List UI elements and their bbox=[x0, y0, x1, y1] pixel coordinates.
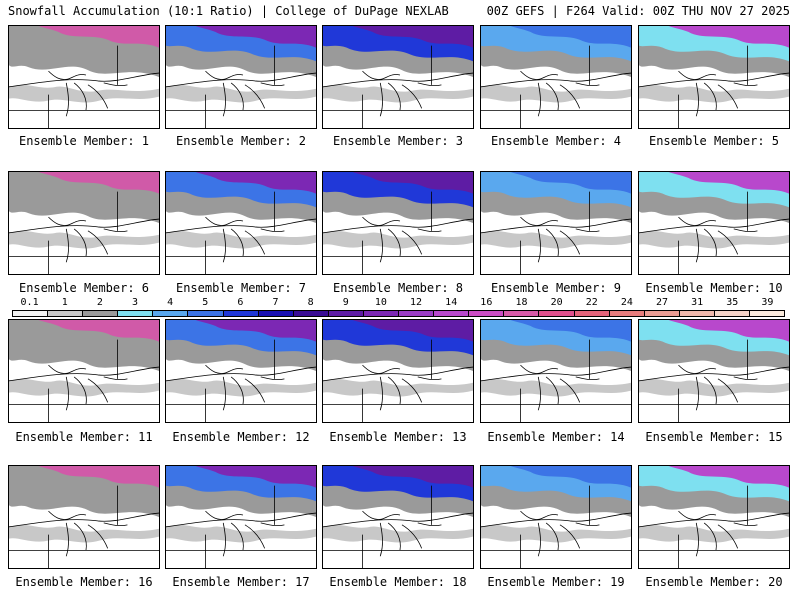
member-map-13 bbox=[322, 319, 474, 423]
colorbar-label: 9 bbox=[342, 297, 349, 308]
colorbar-swatch bbox=[504, 311, 540, 316]
member-caption-5: Ensemble Member: 5 bbox=[648, 134, 780, 148]
member-map-7 bbox=[165, 171, 317, 275]
member-caption-4: Ensemble Member: 4 bbox=[490, 134, 622, 148]
member-caption-7: Ensemble Member: 7 bbox=[175, 281, 307, 295]
colorbar-swatch bbox=[223, 311, 259, 316]
member-caption-1: Ensemble Member: 1 bbox=[18, 134, 150, 148]
colorbar-label: 1 bbox=[61, 297, 68, 308]
colorbar-label: 12 bbox=[410, 297, 423, 308]
member-caption-13: Ensemble Member: 13 bbox=[329, 430, 467, 444]
colorbar-swatch bbox=[258, 311, 294, 316]
member-caption-17: Ensemble Member: 17 bbox=[172, 575, 310, 589]
colorbar-swatch bbox=[644, 311, 680, 316]
member-map-20 bbox=[638, 465, 790, 569]
member-map-14 bbox=[480, 319, 632, 423]
member-map-18 bbox=[322, 465, 474, 569]
colorbar-labels: 0.1 1 2 3 4 5 6 7 8 9 10 12 14 16 18 20 22 24 27 31 35 39 bbox=[8, 297, 792, 309]
colorbar-swatch bbox=[574, 311, 610, 316]
colorbar-label: 0.1 bbox=[20, 297, 39, 308]
member-map-4 bbox=[480, 25, 632, 129]
member-map-1 bbox=[8, 25, 160, 129]
colorbar-swatch bbox=[118, 311, 154, 316]
member-caption-15: Ensemble Member: 15 bbox=[645, 430, 783, 444]
colorbar-swatch bbox=[363, 311, 400, 316]
member-map-11 bbox=[8, 319, 160, 423]
colorbar-swatch bbox=[13, 311, 49, 316]
member-map-6 bbox=[8, 171, 160, 275]
colorbar-swatch bbox=[399, 311, 435, 316]
colorbar-swatch bbox=[83, 311, 119, 316]
member-caption-3: Ensemble Member: 3 bbox=[332, 134, 464, 148]
colorbar-swatch bbox=[293, 311, 329, 316]
colorbar-label: 7 bbox=[272, 297, 279, 308]
colorbar-swatch bbox=[609, 311, 645, 316]
colorbar-swatch bbox=[679, 311, 715, 316]
colorbar-swatch bbox=[48, 311, 84, 316]
colorbar-swatch bbox=[188, 311, 224, 316]
colorbar-label: 10 bbox=[374, 297, 387, 308]
member-map-19 bbox=[480, 465, 632, 569]
chart-title: Snowfall Accumulation (10:1 Ratio) | Col… bbox=[8, 4, 449, 18]
run-info: 00Z GEFS | F264 Valid: 00Z THU NOV 27 20… bbox=[486, 4, 790, 18]
colorbar-swatch bbox=[539, 311, 575, 316]
member-caption-11: Ensemble Member: 11 bbox=[15, 430, 153, 444]
colorbar bbox=[12, 310, 785, 317]
colorbar-swatch bbox=[469, 311, 505, 316]
member-map-3 bbox=[322, 25, 474, 129]
member-caption-10: Ensemble Member: 10 bbox=[645, 281, 783, 295]
colorbar-label: 14 bbox=[445, 297, 458, 308]
colorbar-label: 27 bbox=[655, 297, 669, 308]
member-caption-16: Ensemble Member: 16 bbox=[15, 575, 153, 589]
member-caption-19: Ensemble Member: 19 bbox=[487, 575, 625, 589]
member-caption-9: Ensemble Member: 9 bbox=[490, 281, 622, 295]
colorbar-swatch bbox=[749, 311, 785, 316]
colorbar-label: 22 bbox=[585, 297, 598, 308]
member-caption-2: Ensemble Member: 2 bbox=[175, 134, 307, 148]
member-caption-12: Ensemble Member: 12 bbox=[172, 430, 310, 444]
colorbar-label: 20 bbox=[550, 297, 563, 308]
member-caption-6: Ensemble Member: 6 bbox=[18, 281, 150, 295]
member-map-5 bbox=[638, 25, 790, 129]
colorbar-label: 18 bbox=[515, 297, 528, 308]
member-map-12 bbox=[165, 319, 317, 423]
colorbar-label: 2 bbox=[96, 297, 103, 308]
member-map-16 bbox=[8, 465, 160, 569]
member-map-8 bbox=[322, 171, 474, 275]
colorbar-label: 4 bbox=[167, 297, 174, 308]
colorbar-swatch bbox=[714, 311, 750, 316]
colorbar-swatch bbox=[153, 311, 189, 316]
colorbar-label: 3 bbox=[131, 297, 138, 308]
colorbar-label: 16 bbox=[480, 297, 493, 308]
colorbar-label: 5 bbox=[202, 297, 209, 308]
member-map-2 bbox=[165, 25, 317, 129]
member-caption-8: Ensemble Member: 8 bbox=[332, 281, 464, 295]
colorbar-label: 24 bbox=[620, 297, 633, 308]
member-map-9 bbox=[480, 171, 632, 275]
colorbar-swatch bbox=[328, 311, 364, 316]
colorbar-label: 8 bbox=[307, 297, 314, 308]
colorbar-label: 31 bbox=[691, 297, 704, 308]
member-caption-18: Ensemble Member: 18 bbox=[329, 575, 467, 589]
colorbar-label: 6 bbox=[237, 297, 244, 308]
member-caption-20: Ensemble Member: 20 bbox=[645, 575, 783, 589]
colorbar-swatch bbox=[434, 311, 470, 316]
member-map-17 bbox=[165, 465, 317, 569]
member-map-10 bbox=[638, 171, 790, 275]
member-map-15 bbox=[638, 319, 790, 423]
colorbar-label: 39 bbox=[761, 297, 774, 308]
colorbar-label: 35 bbox=[726, 297, 739, 308]
member-caption-14: Ensemble Member: 14 bbox=[487, 430, 625, 444]
